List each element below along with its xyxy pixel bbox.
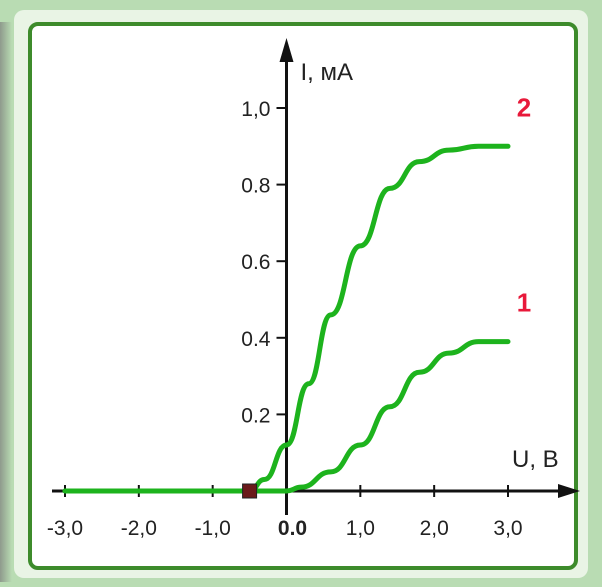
series-label-1: 1 [517, 288, 531, 318]
series-label-2: 2 [517, 92, 531, 122]
series-group: 12 [62, 92, 531, 499]
left-shadow [0, 22, 12, 582]
x-tick-label: -2,0 [121, 517, 157, 540]
x-tick-label: 1,0 [346, 517, 375, 540]
y-tick-label: 0.6 [241, 251, 270, 274]
tick-group: -3,0 -2,0 -1,0 0.0 1,0 2,0 3,0 0.2 0.4 0.6 0.8 1,0 [47, 98, 523, 540]
x-axis-label: U, В [512, 446, 559, 473]
y-axis-arrow [279, 38, 294, 62]
axes [52, 38, 580, 515]
y-tick-label: 0.8 [241, 175, 270, 198]
origin-marker [242, 483, 258, 499]
y-axis-label: I, мА [301, 59, 354, 86]
chart-panel [28, 22, 578, 570]
x-tick-label: 3,0 [493, 517, 522, 540]
x-tick-label: 0.0 [278, 517, 307, 540]
x-axis-arrow [558, 484, 580, 498]
y-tick-label: 0.4 [241, 328, 271, 351]
x-tick-label: -3,0 [47, 517, 83, 540]
y-tick-label: 1,0 [241, 98, 270, 121]
x-tick-label: -1,0 [195, 517, 231, 540]
y-tick-label: 0.2 [241, 404, 270, 427]
x-tick-label: 2,0 [420, 517, 449, 540]
series-line-1 [62, 339, 511, 494]
